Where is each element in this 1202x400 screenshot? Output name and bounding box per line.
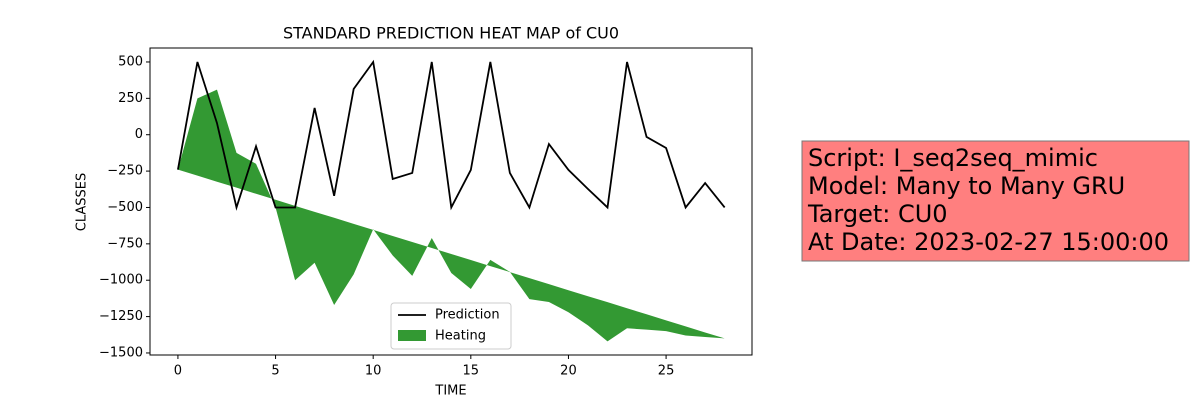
y-tick-label: −1000 bbox=[99, 273, 143, 288]
line bbox=[177, 59, 726, 211]
x-tick-label: 15 bbox=[463, 364, 480, 379]
y-tick-label: 250 bbox=[118, 91, 143, 106]
legend-label: Prediction bbox=[435, 308, 500, 323]
annotation-line: At Date: 2023-02-27 15:00:00 bbox=[808, 228, 1169, 256]
x-tick-label: 5 bbox=[271, 364, 279, 379]
y-tick-label: −750 bbox=[107, 236, 143, 251]
x-axis-label: TIME bbox=[434, 384, 466, 399]
annotation-line: Target: CU0 bbox=[807, 200, 948, 228]
annotation-line: Model: Many to Many GRU bbox=[808, 172, 1125, 200]
y-tick-label: −500 bbox=[107, 200, 143, 215]
legend-swatch bbox=[398, 330, 426, 341]
x-tick-label: 0 bbox=[174, 364, 182, 379]
y-tick-label: −1500 bbox=[99, 345, 143, 360]
chart-title: STANDARD PREDICTION HEAT MAP of CU0 bbox=[283, 24, 619, 43]
plot-frame bbox=[149, 47, 753, 356]
x-tick-label: 20 bbox=[560, 364, 577, 379]
y-tick-label: −250 bbox=[107, 164, 143, 179]
y-tick-label: 500 bbox=[118, 54, 143, 69]
y-tick-label: 0 bbox=[135, 127, 143, 142]
y-tick-label: −1250 bbox=[99, 309, 143, 324]
legend-label: Heating bbox=[435, 329, 486, 344]
y-axis-label: CLASSES bbox=[75, 173, 90, 231]
area bbox=[177, 89, 725, 342]
annotation-line: Script: I_seq2seq_mimic bbox=[808, 144, 1098, 172]
x-tick-label: 25 bbox=[658, 364, 675, 379]
x-tick-label: 10 bbox=[365, 364, 382, 379]
annotation-box bbox=[801, 140, 1190, 262]
